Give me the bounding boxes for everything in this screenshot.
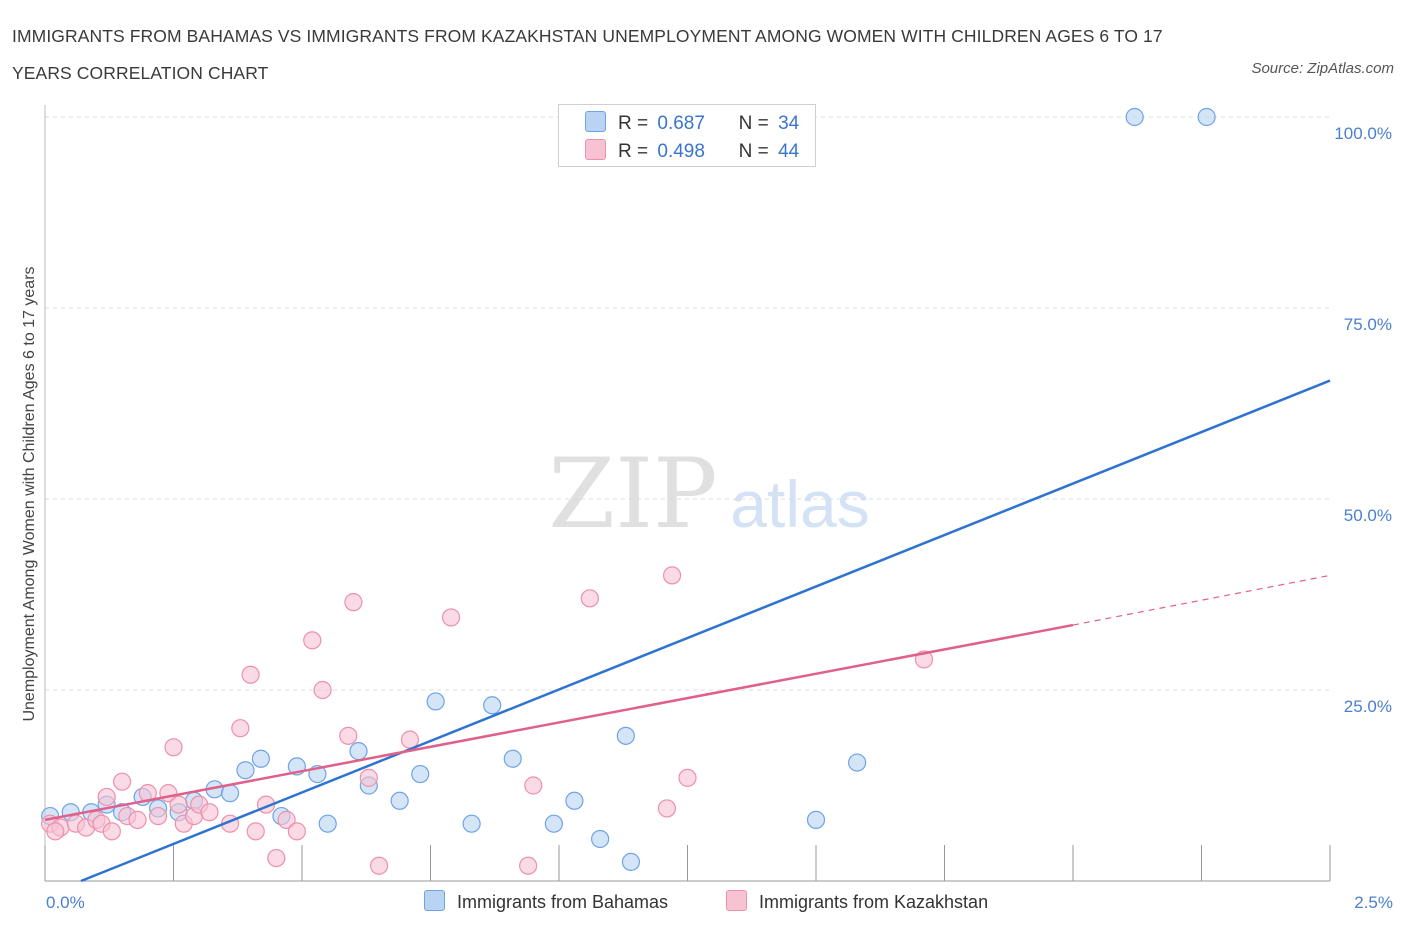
legend-row-kazakhstan: R = 0.498 N = 44 (585, 139, 799, 165)
trend-line-bahamas (80, 379, 1331, 883)
point-kazakhstan (370, 856, 389, 875)
point-kazakhstan (128, 810, 147, 829)
legend-label-bahamas: Immigrants from Bahamas (457, 892, 669, 912)
axes (44, 105, 1331, 882)
watermark-zip: ZIP (548, 438, 717, 550)
data-points (41, 107, 1216, 875)
point-bahamas (565, 791, 584, 810)
point-kazakhstan (200, 803, 219, 822)
legend-row-bahamas: R = 0.687 N = 34 (585, 111, 799, 137)
point-bahamas (411, 764, 430, 784)
legend-swatch-kazakhstan (585, 139, 606, 160)
point-bahamas (848, 753, 867, 772)
watermark: ZIP atlas (548, 438, 869, 550)
point-bahamas (621, 852, 641, 872)
y-tick-label: 25.0% (1344, 697, 1392, 716)
legend-swatch-bahamas (585, 111, 606, 132)
trend-line-kazakhstan (44, 623, 1074, 822)
source-label: Source: ZipAtlas.com (1251, 60, 1394, 77)
point-kazakhstan (241, 665, 260, 684)
point-kazakhstan (148, 806, 168, 826)
point-kazakhstan (231, 719, 250, 738)
n-label: N = (738, 141, 769, 162)
point-kazakhstan (678, 768, 697, 787)
point-bahamas (503, 749, 522, 768)
legend-label-kazakhstan: Immigrants from Kazakhstan (759, 892, 989, 912)
point-kazakhstan (169, 795, 188, 814)
point-bahamas (349, 742, 368, 761)
point-kazakhstan (359, 768, 378, 787)
point-bahamas (390, 791, 409, 810)
point-bahamas (236, 761, 255, 780)
legend-item-kazakhstan[interactable]: Immigrants from Kazakhstan (726, 888, 988, 916)
point-bahamas (462, 814, 481, 833)
n-value-bahamas: 34 (778, 113, 800, 134)
point-bahamas (1197, 107, 1216, 127)
r-value-bahamas: 0.687 (657, 113, 705, 134)
y-axis-title: Unemployment Among Women with Children A… (21, 266, 38, 721)
point-bahamas (544, 814, 563, 833)
n-label: N = (738, 113, 769, 134)
point-kazakhstan (97, 787, 116, 807)
n-value-kazakhstan: 44 (778, 141, 800, 162)
point-bahamas (318, 814, 337, 833)
point-bahamas (806, 810, 826, 829)
tick-labels: 25.0% 50.0% 75.0% 100.0% 0.0% 2.5% (46, 124, 1393, 912)
y-tick-label: 100.0% (1334, 124, 1392, 143)
grid-lines (45, 116, 1330, 691)
legend-swatch-kazakhstan (726, 890, 747, 911)
legend-item-bahamas[interactable]: Immigrants from Bahamas (424, 888, 668, 916)
chart-title: IMMIGRANTS FROM BAHAMAS VS IMMIGRANTS FR… (12, 26, 1163, 83)
point-bahamas (591, 829, 610, 849)
point-bahamas (426, 692, 445, 711)
series-legend: Immigrants from Bahamas Immigrants from … (0, 888, 1406, 916)
point-bahamas (251, 749, 270, 768)
point-kazakhstan (441, 608, 461, 627)
point-bahamas (1125, 107, 1144, 127)
point-kazakhstan (102, 822, 121, 841)
point-kazakhstan (277, 810, 296, 829)
point-kazakhstan (246, 822, 265, 841)
r-label: R = (618, 113, 649, 134)
watermark-atlas: atlas (730, 467, 869, 541)
point-bahamas (483, 696, 502, 715)
point-kazakhstan (46, 822, 65, 841)
point-kazakhstan (267, 848, 286, 868)
point-kazakhstan (657, 799, 677, 818)
point-kazakhstan (339, 726, 358, 745)
point-kazakhstan (303, 631, 322, 650)
point-kazakhstan (662, 566, 682, 585)
point-kazakhstan (344, 593, 363, 612)
r-value-kazakhstan: 0.498 (657, 141, 705, 162)
point-kazakhstan (112, 772, 132, 791)
point-kazakhstan (287, 822, 306, 841)
legend-swatch-bahamas (424, 890, 445, 911)
point-kazakhstan (580, 589, 599, 608)
trend-lines (44, 379, 1331, 883)
point-kazakhstan (519, 856, 538, 875)
x-tick-label: 0.0% (46, 893, 85, 912)
y-tick-label: 75.0% (1344, 315, 1392, 334)
point-kazakhstan (313, 680, 332, 700)
x-tick-label: 2.5% (1354, 893, 1393, 912)
r-label: R = (618, 141, 649, 162)
y-tick-label: 50.0% (1344, 506, 1392, 525)
point-bahamas (616, 726, 635, 745)
stats-legend: R = 0.687 N = 34 R = 0.498 N = 44 (558, 104, 816, 167)
point-kazakhstan (164, 738, 183, 757)
trend-line-kazakhstan-extension (1072, 574, 1331, 626)
point-kazakhstan (524, 776, 543, 795)
